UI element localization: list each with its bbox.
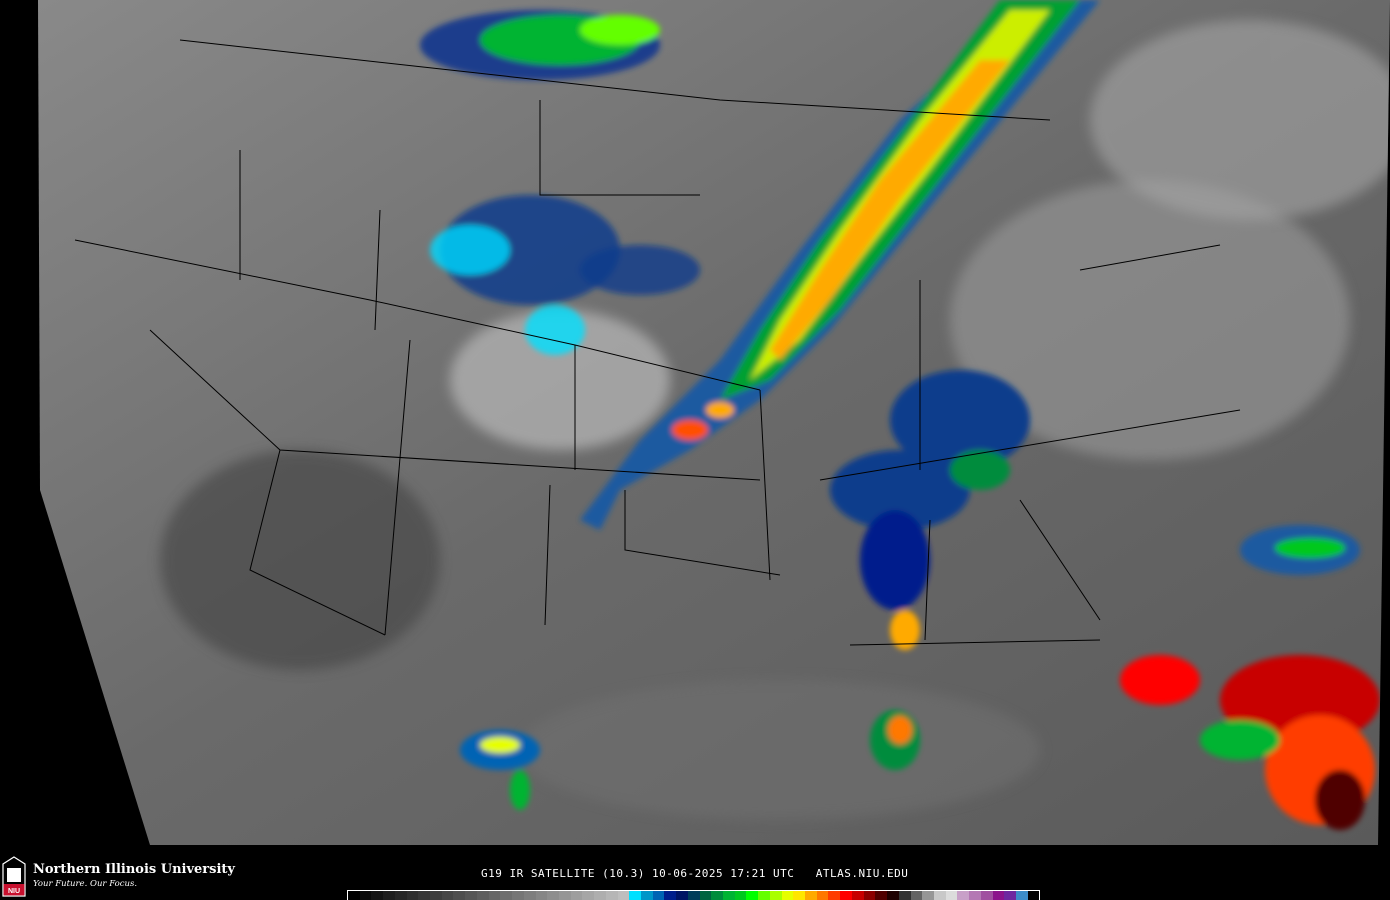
colorbar-swatch [406,891,419,900]
colorbar-swatch [523,891,536,900]
colorbar-swatch [816,891,829,900]
colorbar-swatch [512,891,524,900]
colorbar-swatch [570,891,583,900]
university-tagline: Your Future. Our Focus. [33,879,138,889]
colorbar-swatch [898,891,911,900]
colorbar-swatch [488,891,501,900]
colorbar-swatch [746,891,759,900]
colorbar-swatch [863,891,876,900]
colorbar-swatch [1027,891,1040,900]
colorbar-swatch [535,891,548,900]
colorbar-swatch [594,891,606,900]
colorbar-swatch [758,891,770,900]
colorbar-swatch [664,891,677,900]
colorbar-swatch [910,891,923,900]
niu-logo: NIU [2,856,26,897]
colorbar-swatch [734,891,747,900]
colorbar-swatch [769,891,782,900]
colorbar-swatch [781,891,794,900]
colorbar-swatch [652,891,665,900]
colorbar-swatch [793,891,806,900]
colorbar-swatch [957,891,970,900]
satellite-map [38,0,1390,845]
colorbar-swatch [933,891,946,900]
colorbar-swatch [359,891,372,900]
colorbar-swatch [453,891,466,900]
colorbar-swatch [969,891,981,900]
state-boundaries [74,39,1241,646]
colorbar-swatch [430,891,442,900]
colorbar-swatch [558,891,571,900]
colorbar-swatch [582,891,595,900]
university-name: Northern Illinois University [33,862,235,877]
colorbar-swatch [711,891,723,900]
colorbar-swatch [547,891,559,900]
colorbar-swatch [687,891,700,900]
colorbar-swatch [371,891,384,900]
colorbar-swatch [640,891,653,900]
colorbar-swatch [851,891,864,900]
colorbar-swatch [629,891,641,900]
svg-text:NIU: NIU [8,888,20,895]
colorbar-swatch [676,891,688,900]
colorbar-swatch [465,891,477,900]
cloud-systems [420,0,1380,830]
colorbar-swatch [500,891,513,900]
colorbar-swatch [828,891,841,900]
colorbar-swatch [383,891,395,900]
colorbar-swatch [394,891,407,900]
colorbar-swatch [605,891,618,900]
colorbar-swatch [922,891,934,900]
colorbar-swatch [617,891,630,900]
colorbar-swatch [476,891,489,900]
colorbar-swatch [723,891,735,900]
colorbar-swatch [348,891,360,900]
temperature-colorbar [347,890,1040,900]
colorbar-swatch [699,891,712,900]
colorbar-swatch [945,891,958,900]
colorbar-swatch [840,891,852,900]
map-region [38,0,1390,845]
colorbar-swatch [805,891,817,900]
colorbar-swatch [992,891,1005,900]
colorbar-swatch [887,891,899,900]
colorbar-swatch [980,891,993,900]
colorbar-swatch [441,891,454,900]
colorbar-swatch [1004,891,1016,900]
colorbar-swatch [1015,891,1028,900]
colorbar-swatch [418,891,431,900]
colorbar-swatch [875,891,888,900]
image-caption: G19 IR SATELLITE (10.3) 10-06-2025 17:21… [481,867,909,880]
